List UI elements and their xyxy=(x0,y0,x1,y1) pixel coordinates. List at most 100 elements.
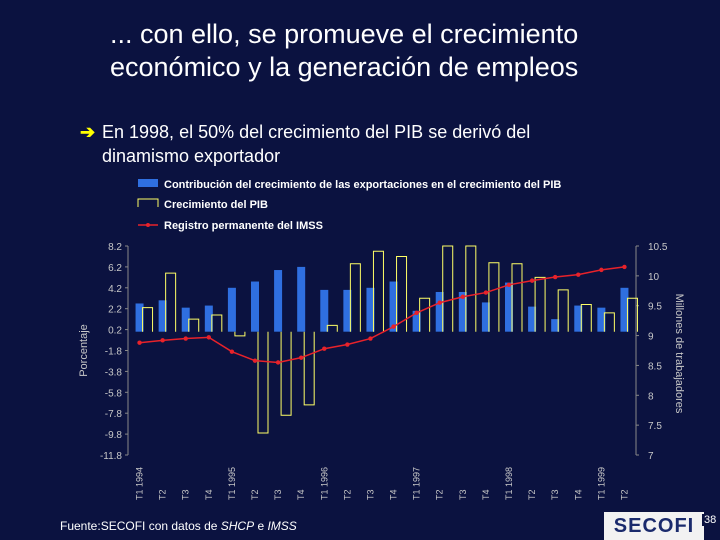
bar-exports xyxy=(458,291,467,332)
y2-tick-label: 10 xyxy=(648,272,660,283)
y2-axis-title: Millones de trabajadores xyxy=(673,294,685,414)
bar-gdp-outline xyxy=(465,245,477,332)
bar-exports xyxy=(528,306,537,332)
y-tick-label: -5.8 xyxy=(105,388,123,399)
bar-exports xyxy=(435,291,444,332)
source-shcp: SHCP xyxy=(220,519,255,533)
legend-marker-imss xyxy=(146,223,150,227)
y2-tick-label: 8 xyxy=(648,391,654,402)
imss-point xyxy=(437,300,442,305)
bar-gdp-outline xyxy=(303,331,315,406)
x-tick-label: T2 xyxy=(158,489,168,500)
imss-point xyxy=(206,335,212,340)
bar-exports xyxy=(274,270,283,332)
bar-exports xyxy=(574,305,583,332)
bar-gdp-outline xyxy=(165,272,177,332)
imss-point xyxy=(529,278,535,283)
y-tick-label: 8.2 xyxy=(108,242,122,253)
slide-title: ... con ello, se promueve el crecimiento… xyxy=(110,18,710,84)
bar-exports xyxy=(551,319,560,332)
bar-gdp-outline xyxy=(142,307,154,332)
bar-gdp-outline xyxy=(372,250,384,332)
source-note: Fuente:SECOFI con datos de SHCP e IMSS xyxy=(60,519,297,533)
bar-exports xyxy=(620,287,629,332)
bar-exports xyxy=(181,307,190,332)
x-tick-label: T2 xyxy=(527,489,537,500)
imss-point xyxy=(414,310,419,316)
bar-gdp-outline xyxy=(580,304,592,332)
y2-tick-label: 9.5 xyxy=(648,302,662,313)
x-tick-label: T2 xyxy=(250,489,260,500)
bar-gdp-outline xyxy=(488,262,500,332)
bullet-text-line-1: En 1998, el 50% del crecimiento del PIB … xyxy=(102,122,531,142)
x-tick-label: T1 1994 xyxy=(135,467,145,500)
x-tick-label: T4 xyxy=(204,489,214,500)
x-tick-label: T3 xyxy=(365,489,375,500)
bar-exports xyxy=(481,302,490,332)
bar-exports xyxy=(320,289,329,332)
y2-tick-label: 7.5 xyxy=(648,421,662,432)
legend-label: Crecimiento del PIB xyxy=(164,199,268,211)
imss-point xyxy=(137,340,142,345)
y2-tick-label: 8.5 xyxy=(648,361,662,372)
bar-gdp-outline xyxy=(280,331,292,416)
bar-gdp-outline xyxy=(534,276,546,332)
y-tick-label: -9.8 xyxy=(105,430,123,441)
bullet-point: ➔ En 1998, el 50% del crecimiento del PIB… xyxy=(80,120,700,168)
y-tick-label: 2.2 xyxy=(108,305,122,316)
bar-exports xyxy=(158,300,167,332)
y2-tick-label: 10.5 xyxy=(648,242,668,253)
bar-gdp-outline xyxy=(396,255,408,332)
imss-point xyxy=(552,274,558,280)
bar-exports xyxy=(412,310,421,332)
source-prefix: Fuente:SECOFI con datos de xyxy=(60,519,221,533)
imss-point xyxy=(622,264,627,270)
bullet-text-line-2: dinamismo exportador xyxy=(102,146,281,166)
imss-point xyxy=(229,349,235,354)
bar-gdp-outline xyxy=(557,289,569,332)
y2-tick-label: 9 xyxy=(648,332,654,343)
bar-gdp-outline xyxy=(326,324,338,332)
bar-gdp-outline xyxy=(419,297,431,332)
bar-exports xyxy=(343,289,352,332)
x-tick-label: T3 xyxy=(181,489,191,500)
title-line-2: económico y la generación de empleos xyxy=(110,52,579,82)
imss-point xyxy=(391,324,396,329)
bar-gdp-outline xyxy=(442,245,454,332)
x-tick-label: T2 xyxy=(435,489,445,500)
x-tick-label: T1 1999 xyxy=(596,467,606,500)
bar-gdp-outline xyxy=(511,263,523,332)
source-imss: IMSS xyxy=(267,519,297,533)
bar-gdp-outline xyxy=(603,312,615,332)
imss-point xyxy=(298,355,304,360)
arrow-bullet-icon: ➔ xyxy=(80,122,96,142)
page-number: 38 xyxy=(702,514,719,526)
y2-tick-label: 7 xyxy=(648,451,654,462)
legend-label: Registro permanente del IMSS xyxy=(164,220,323,232)
imss-point xyxy=(183,336,188,341)
bar-exports xyxy=(366,287,375,332)
imss-point xyxy=(252,358,258,363)
x-tick-label: T4 xyxy=(573,489,583,500)
imss-point xyxy=(275,360,281,365)
imss-point xyxy=(160,338,165,343)
imss-point xyxy=(322,346,327,351)
legend-swatch-gdp xyxy=(137,198,159,207)
imss-line xyxy=(139,266,625,364)
y-tick-label: 4.2 xyxy=(108,284,122,295)
imss-point xyxy=(368,336,373,341)
x-tick-label: T3 xyxy=(273,489,283,500)
legend-swatch-exports xyxy=(138,179,158,187)
bar-exports xyxy=(505,282,513,332)
bar-exports xyxy=(389,281,398,332)
x-tick-label: T1 1997 xyxy=(412,467,422,500)
y-axis-title: Porcentaje xyxy=(78,324,90,377)
imss-point xyxy=(460,294,466,299)
y-tick-label: -11.8 xyxy=(100,451,122,462)
y-tick-label: -7.8 xyxy=(105,409,123,420)
x-tick-label: T2 xyxy=(342,489,352,500)
x-tick-label: T4 xyxy=(296,489,306,500)
bar-exports xyxy=(597,307,606,332)
imss-point xyxy=(506,282,512,288)
